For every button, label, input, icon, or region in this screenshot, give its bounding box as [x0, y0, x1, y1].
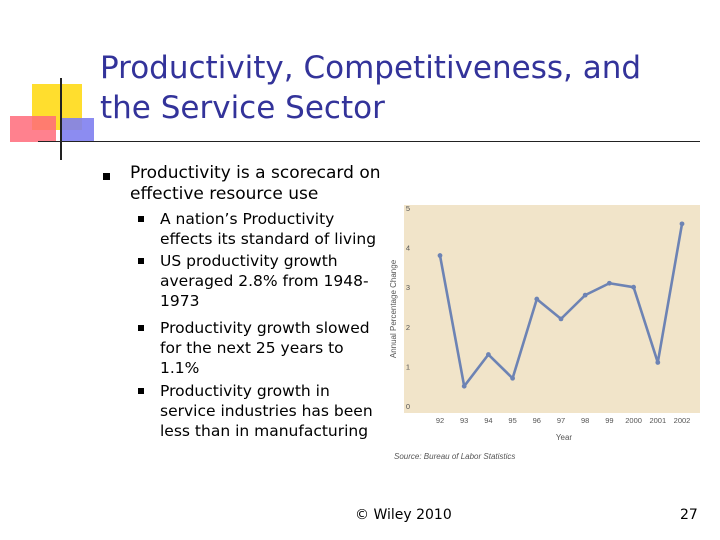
data-point [655, 360, 661, 365]
decor-blue-square [62, 118, 94, 142]
sub-bullet-marker-1 [138, 216, 144, 222]
data-point [534, 296, 540, 302]
y-axis-title: Annual Percentage Change [389, 259, 398, 358]
footer-copyright: © Wiley 2010 [355, 507, 452, 523]
y-axis-title-group: Annual Percentage Change [389, 259, 398, 358]
page-number: 27 [680, 507, 698, 523]
x-tick-label: 2000 [625, 416, 642, 425]
x-tick-label: 95 [508, 416, 516, 425]
y-tick-label: 0 [406, 402, 410, 411]
y-tick-labels: 0 1 2 3 4 5 [406, 204, 410, 411]
y-tick-label: 1 [406, 362, 410, 371]
chart-plot-background [404, 205, 700, 413]
data-point [461, 383, 467, 389]
x-tick-labels: 92 93 94 95 96 97 98 99 2000 2001 2002 [436, 416, 691, 425]
title-underline [38, 141, 700, 142]
title-line-2: the Service Sector [100, 90, 385, 126]
y-tick-label: 4 [406, 244, 410, 253]
productivity-line-chart: Annual Percentage Change Year Source: Bu… [389, 204, 700, 461]
sub-bullet-4: Productivity growth in service industrie… [160, 382, 373, 440]
y-tick-label: 3 [406, 283, 410, 292]
data-point [510, 375, 515, 381]
x-tick-label: 94 [484, 416, 492, 425]
decor-red-square [10, 116, 56, 142]
data-point [679, 221, 685, 227]
main-bullet-text: Productivity is a scorecard on effective… [130, 163, 381, 204]
x-tick-label: 93 [460, 416, 468, 425]
x-tick-label: 92 [436, 416, 444, 425]
sub-bullet-marker-3 [138, 325, 144, 331]
data-point [486, 352, 491, 357]
data-point [437, 253, 443, 258]
slide-title: Productivity, Competitiveness, and the S… [100, 48, 700, 128]
sub-bullet-3: Productivity growth slowed for the next … [160, 319, 370, 377]
y-tick-label: 2 [406, 323, 410, 332]
chart-source: Source: Bureau of Labor Statistics [394, 452, 515, 461]
decor-vertical-line [60, 78, 62, 160]
data-point [582, 292, 588, 298]
x-tick-label: 2001 [649, 416, 666, 425]
series-points [437, 221, 685, 389]
sub-bullet-2: US productivity growth averaged 2.8% fro… [160, 252, 369, 310]
data-point [607, 280, 612, 286]
x-tick-label: 2002 [674, 416, 691, 425]
x-tick-label: 96 [533, 416, 541, 425]
x-tick-label: 99 [605, 416, 613, 425]
x-tick-label: 97 [557, 416, 565, 425]
title-line-1: Productivity, Competitiveness, and [100, 50, 642, 86]
x-tick-label: 98 [581, 416, 589, 425]
data-point [631, 284, 636, 290]
sub-bullet-marker-4 [138, 388, 144, 394]
data-point [558, 316, 564, 322]
sub-bullet-marker-2 [138, 258, 144, 264]
y-tick-label: 5 [406, 204, 410, 213]
bullet-marker [103, 173, 110, 180]
sub-bullet-1: A nation’s Productivity effects its stan… [160, 210, 377, 248]
x-axis-title: Year [556, 433, 573, 442]
